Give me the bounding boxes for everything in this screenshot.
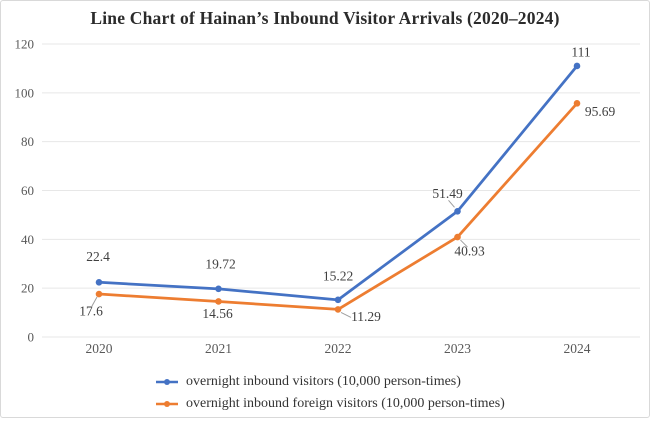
gridlines <box>42 43 640 338</box>
data-point-marker <box>95 279 103 286</box>
chart-title: Line Chart of Hainan’s Inbound Visitor A… <box>90 8 560 28</box>
x-tick-label: 2023 <box>444 341 471 356</box>
series-overnight-inbound-visitors: 22.4 19.72 15.22 51.49 111 <box>86 44 591 304</box>
data-label: 11.29 <box>351 309 381 324</box>
y-tick-label: 80 <box>21 134 34 149</box>
x-axis-tick-labels: 2020 2021 2022 2023 2024 <box>86 341 591 356</box>
data-label: 111 <box>571 44 590 59</box>
legend-item-overnight-inbound-foreign-visitors: overnight inbound foreign visitors (10,0… <box>155 393 505 415</box>
legend-label: overnight inbound foreign visitors (10,0… <box>186 396 505 411</box>
y-tick-label: 0 <box>28 330 35 345</box>
data-point-marker <box>454 233 461 241</box>
label-leader-line <box>448 199 455 208</box>
x-tick-label: 2022 <box>325 341 352 356</box>
legend-label: overnight inbound visitors (10,000 perso… <box>186 374 461 389</box>
data-point-marker <box>95 290 103 298</box>
data-point-marker <box>334 296 342 304</box>
y-tick-label: 20 <box>21 281 34 296</box>
x-tick-label: 2021 <box>205 341 232 356</box>
y-tick-label: 60 <box>21 183 34 198</box>
label-leader-line <box>340 311 352 318</box>
label-leader-line <box>460 239 468 248</box>
chart-legend: overnight inbound visitors (10,000 perso… <box>155 371 505 415</box>
blue-line-marker-icon <box>156 379 178 385</box>
label-leader-line <box>91 296 98 307</box>
data-label: 95.69 <box>585 104 616 119</box>
data-label: 14.56 <box>202 306 233 321</box>
y-tick-label: 40 <box>21 232 34 247</box>
data-label: 17.6 <box>79 304 103 319</box>
orange-line-marker-icon <box>156 401 178 407</box>
data-point-marker <box>454 207 461 215</box>
series-overnight-inbound-foreign-visitors: 17.6 14.56 11.29 40.93 95.69 <box>79 100 615 324</box>
x-tick-label: 2020 <box>86 341 113 356</box>
data-label: 51.49 <box>432 186 463 201</box>
data-label: 15.22 <box>323 268 353 283</box>
legend-item-overnight-inbound-visitors: overnight inbound visitors (10,000 perso… <box>155 371 505 393</box>
data-point-marker <box>573 100 581 107</box>
data-point-marker <box>215 298 222 305</box>
y-tick-label: 100 <box>15 85 35 100</box>
data-point-marker <box>334 306 342 313</box>
data-point-marker <box>215 285 222 293</box>
data-label: 40.93 <box>454 244 485 259</box>
data-point-marker <box>573 62 581 70</box>
y-tick-label: 120 <box>15 37 35 52</box>
x-tick-label: 2024 <box>564 341 591 356</box>
y-axis-tick-labels: 0 20 40 60 80 100 120 <box>15 37 35 345</box>
data-label: 19.72 <box>205 256 235 271</box>
data-label: 22.4 <box>86 249 110 264</box>
